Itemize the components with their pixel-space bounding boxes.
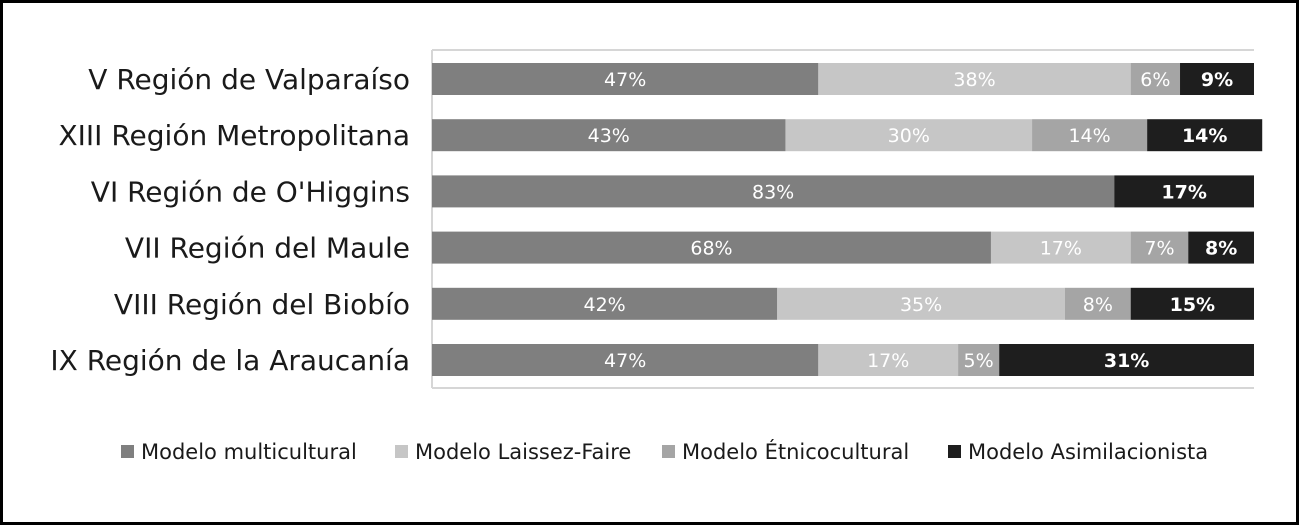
category-label: XIII Región Metropolitana (58, 119, 410, 152)
category-labels: V Región de Valparaíso XIII Región Metrop… (50, 63, 410, 377)
bar-value-label: 47% (604, 69, 646, 91)
bar-segment (1188, 231, 1254, 264)
legend-label: Modelo Laissez-Faire (415, 440, 631, 464)
bar-value-label: 47% (604, 350, 646, 372)
bar-segment (432, 344, 819, 376)
bar-segment (432, 119, 786, 152)
bar-segment (432, 175, 1115, 208)
bar-segment (1114, 175, 1254, 208)
bar-segment (432, 63, 819, 95)
bar-value-label: 43% (588, 125, 630, 147)
bar-segment (958, 344, 1000, 376)
legend-label: Modelo Asimilacionista (968, 440, 1208, 464)
bar-value-label: 83% (752, 181, 794, 203)
bar-value-label: 17% (1161, 181, 1206, 203)
bar-value-label: 8% (1083, 294, 1113, 316)
legend-swatch (395, 445, 408, 458)
bar-segment (999, 344, 1254, 376)
bar-value-label: 14% (1068, 125, 1110, 147)
bar-segment (1130, 231, 1189, 264)
category-label: IX Región de la Araucanía (50, 344, 410, 377)
bar-segment (777, 287, 1065, 320)
legend-swatch (948, 445, 961, 458)
bar-segment (785, 119, 1033, 152)
category-label: V Región de Valparaíso (88, 63, 410, 96)
bar-value-label: 9% (1201, 69, 1233, 91)
bar-segment (432, 231, 991, 264)
bar-value-label: 17% (1040, 238, 1082, 260)
bar-segment (1032, 119, 1148, 152)
legend-item: Modelo Laissez-Faire (395, 440, 631, 464)
bar-value-label: 6% (1140, 69, 1170, 91)
bar-segment (432, 287, 778, 320)
bar-segment (1147, 119, 1263, 152)
legend-label: Modelo Étnicocultural (682, 439, 909, 464)
bar-value-label: 68% (690, 238, 732, 260)
category-label: VIII Región del Biobío (114, 288, 410, 321)
bars: 47% 38% 6% 9% 43% 30% 14% 14% 83% 17% 68% 17% 7% 8% 42… (432, 63, 1263, 376)
bar-value-label: 35% (900, 294, 942, 316)
bar-segment (818, 63, 1131, 95)
bar-value-label: 42% (584, 294, 626, 316)
legend-swatch (121, 445, 134, 458)
category-label: VI Región de O'Higgins (91, 175, 410, 208)
grid (431, 49, 1254, 389)
bar-value-label: 7% (1144, 238, 1174, 260)
bar-value-label: 15% (1170, 294, 1215, 316)
bar-value-label: 14% (1182, 125, 1227, 147)
stacked-bar-chart: V Región de Valparaíso XIII Región Metrop… (50, 49, 1263, 464)
bar-segment (1064, 287, 1131, 320)
legend-swatch (662, 445, 675, 458)
legend: Modelo multicultural Modelo Laissez-Faire… (121, 439, 1208, 464)
bar-value-label: 30% (888, 125, 930, 147)
bar-value-label: 31% (1104, 350, 1149, 372)
bar-segment (818, 344, 959, 376)
legend-item: Modelo Étnicocultural (662, 439, 909, 464)
bar-segment (990, 231, 1131, 264)
bar-segment (1130, 63, 1181, 95)
bar-value-label: 5% (964, 350, 994, 372)
legend-item: Modelo multicultural (121, 440, 357, 464)
bar-segment (1130, 287, 1254, 320)
legend-label: Modelo multicultural (141, 440, 357, 464)
category-label: VII Región del Maule (125, 232, 410, 265)
bar-value-label: 38% (953, 69, 995, 91)
legend-item: Modelo Asimilacionista (948, 440, 1208, 464)
bar-value-label: 8% (1205, 238, 1237, 260)
bar-segment (1180, 63, 1254, 95)
bar-value-label: 17% (867, 350, 909, 372)
